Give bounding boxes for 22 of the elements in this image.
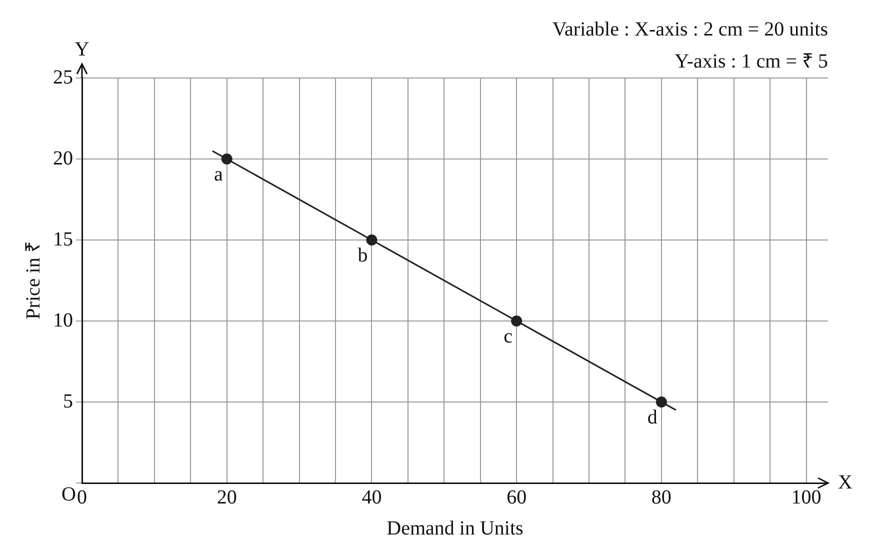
x-tick-label: 0 bbox=[77, 486, 87, 508]
text: Y bbox=[74, 38, 90, 60]
annotation: a bbox=[214, 163, 223, 186]
x-tick-label: 100 bbox=[791, 486, 822, 508]
x-tick-label: 60 bbox=[506, 486, 527, 508]
x-tick-label: 40 bbox=[362, 486, 382, 508]
x-tick-label: 20 bbox=[216, 486, 237, 508]
annotation: b bbox=[358, 244, 368, 266]
text: Y-axis : 1 cm = ₹ 5 bbox=[674, 50, 828, 72]
text: X bbox=[838, 471, 853, 494]
y-tick-label: 10 bbox=[53, 309, 73, 332]
annotation: d bbox=[647, 406, 658, 428]
y-tick-label: 5 bbox=[63, 390, 73, 412]
x-tick-label: 80 bbox=[651, 486, 672, 508]
y-tick-label: 15 bbox=[53, 228, 73, 250]
y-tick-label: 20 bbox=[53, 147, 73, 170]
annotation: c bbox=[504, 325, 513, 348]
x-axis-title: Demand in Units bbox=[386, 517, 524, 540]
text: Variable : X-axis : 2 cm = 20 units bbox=[552, 18, 828, 40]
y-axis-title: Price in ₹ bbox=[22, 242, 44, 320]
text: O bbox=[62, 483, 76, 506]
y-tick-label: 25 bbox=[53, 66, 73, 88]
